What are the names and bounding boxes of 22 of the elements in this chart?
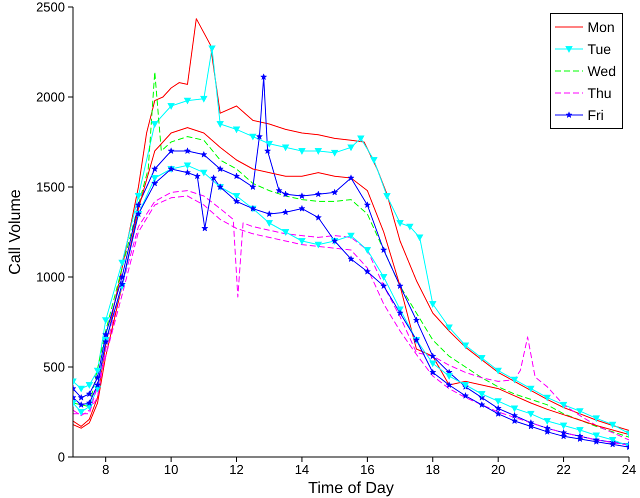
- x-tick-label: 10: [164, 462, 178, 478]
- y-tick-label: 1000: [36, 270, 65, 285]
- y-tick-label: 2500: [36, 0, 65, 15]
- x-tick-label: 18: [426, 462, 440, 478]
- x-tick-label: 22: [556, 462, 571, 478]
- x-tick-label: 16: [360, 462, 375, 478]
- x-tick-label: 8: [102, 462, 110, 478]
- y-axis-title: Call Volume: [6, 189, 24, 275]
- x-tick-label: 14: [294, 462, 310, 478]
- y-tick-label: 0: [58, 450, 65, 465]
- legend-label: Fri: [587, 106, 604, 125]
- legend-label: Thu: [587, 84, 612, 103]
- legend-label: Mon: [587, 18, 615, 37]
- y-tick-label: 1500: [36, 180, 65, 195]
- x-tick-label: 12: [229, 462, 244, 478]
- y-tick-label: 2000: [36, 90, 65, 105]
- x-axis-title: Time of Day: [308, 480, 394, 497]
- x-tick-label: 24: [622, 462, 636, 478]
- y-tick-label: 500: [43, 360, 65, 375]
- legend-label: Tue: [587, 40, 612, 59]
- legend-label: Wed: [587, 62, 616, 81]
- x-tick-label: 20: [490, 462, 506, 478]
